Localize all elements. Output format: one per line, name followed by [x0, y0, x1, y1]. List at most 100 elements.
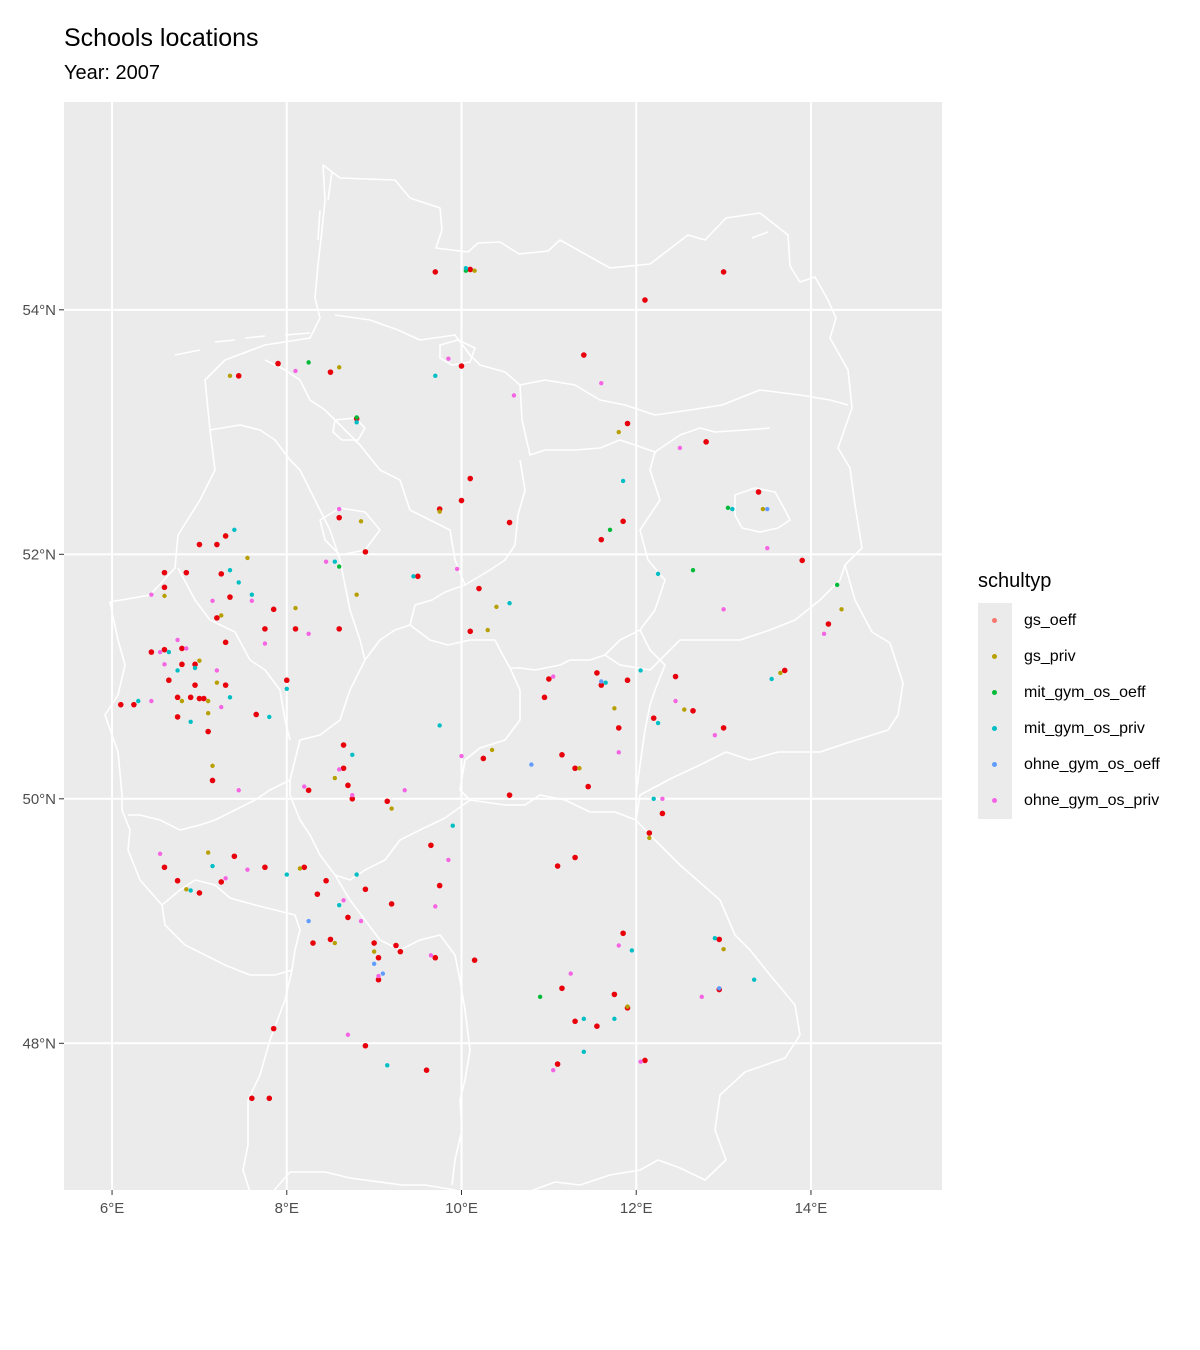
point-mit_gym_os_priv: [136, 698, 141, 704]
legend-key: [978, 783, 1012, 819]
point-gs_oeff: [572, 765, 578, 772]
point-gs_priv: [219, 613, 224, 618]
point-gs_oeff: [467, 628, 474, 635]
point-mit_gym_os_priv: [350, 752, 355, 757]
x-tick-label: 12°E: [620, 1200, 653, 1217]
point-gs_oeff: [283, 677, 290, 684]
point-gs_oeff: [192, 661, 198, 668]
point-gs_oeff: [161, 864, 168, 871]
point-ohne_gym_os_oeff: [717, 986, 722, 991]
point-mit_gym_os_priv: [192, 665, 198, 671]
point-gs_oeff: [266, 1095, 273, 1102]
point-gs_priv: [336, 365, 342, 370]
point-gs_oeff: [799, 557, 806, 564]
point-ohne_gym_os_priv: [721, 607, 726, 612]
point-mit_gym_os_priv: [232, 527, 237, 533]
point-ohne_gym_os_priv: [223, 876, 228, 881]
point-gs_priv: [612, 706, 617, 711]
point-mit_gym_os_priv: [769, 676, 774, 682]
legend-dot: [992, 618, 997, 623]
point-gs_oeff: [388, 901, 395, 907]
y-tick-label: 54°N: [22, 302, 56, 319]
point-gs_oeff: [336, 626, 342, 632]
point-mit_gym_os_priv: [210, 863, 215, 869]
legend-key: [978, 639, 1012, 675]
point-ohne_gym_os_priv: [210, 598, 215, 603]
point-gs_priv: [210, 763, 215, 769]
point-ohne_gym_os_priv: [157, 851, 163, 857]
point-ohne_gym_os_priv: [157, 649, 163, 655]
point-gs_oeff: [192, 682, 198, 688]
point-ohne_gym_os_oeff: [380, 971, 386, 976]
point-mit_gym_os_priv: [712, 935, 718, 941]
point-gs_oeff: [340, 742, 347, 748]
point-mit_gym_os_priv: [284, 686, 289, 691]
point-gs_oeff: [397, 948, 404, 955]
point-mit_gym_os_priv: [751, 977, 757, 982]
legend-label: ohne_gym_os_oeff: [1024, 756, 1160, 773]
axis-tick-labels: 6°E 8°E 10°E 12°E 14°E 48°N 50°N 52°N 54°N: [22, 302, 827, 1217]
point-gs_priv: [625, 1004, 630, 1009]
point-gs_oeff: [598, 682, 605, 688]
point-ohne_gym_os_priv: [765, 546, 770, 551]
point-mit_gym_os_priv: [332, 559, 338, 564]
y-tick-label: 52°N: [22, 546, 56, 563]
point-gs_priv: [358, 519, 364, 524]
map-plot: 6°E 8°E 10°E 12°E 14°E 48°N 50°N 52°N 54°N: [22, 102, 942, 1238]
point-gs_oeff: [301, 864, 308, 871]
point-mit_gym_os_priv: [385, 1063, 390, 1068]
point-ohne_gym_os_priv: [446, 356, 451, 361]
point-gs_priv: [245, 555, 250, 561]
point-ohne_gym_os_priv: [511, 393, 517, 398]
point-gs_oeff: [222, 533, 229, 539]
point-gs_priv: [682, 707, 687, 712]
state-border-5: [635, 629, 666, 796]
point-gs_priv: [297, 866, 303, 871]
point-ohne_gym_os_priv: [459, 753, 464, 759]
point-ohne_gym_os_priv: [236, 788, 241, 793]
point-mit_gym_os_priv: [655, 571, 661, 577]
point-gs_oeff: [554, 863, 561, 869]
point-gs_oeff: [598, 536, 605, 543]
point-mit_gym_os_priv: [507, 601, 512, 606]
point-mit_gym_os_oeff: [336, 564, 342, 569]
point-gs_priv: [371, 949, 377, 954]
point-gs_oeff: [415, 573, 421, 580]
point-gs_oeff: [196, 695, 203, 702]
hamburg-border: [439, 339, 476, 366]
point-mit_gym_os_priv: [175, 668, 180, 673]
state-border-12: [161, 879, 301, 971]
x-tick-label: 10°E: [445, 1200, 478, 1217]
point-gs_priv: [778, 670, 783, 676]
point-mit_gym_os_priv: [411, 574, 416, 579]
point-ohne_gym_os_priv: [262, 641, 268, 646]
point-gs_oeff: [196, 890, 203, 896]
point-ohne_gym_os_priv: [249, 598, 255, 603]
point-gs_priv: [332, 775, 338, 781]
legend-key: [978, 603, 1012, 639]
point-ohne_gym_os_priv: [350, 792, 355, 798]
point-mit_gym_os_oeff: [354, 415, 359, 420]
point-gs_oeff: [642, 297, 648, 303]
point-mit_gym_os_priv: [581, 1016, 587, 1022]
point-gs_oeff: [179, 645, 185, 652]
point-mit_gym_os_priv: [651, 796, 656, 802]
point-gs_oeff: [467, 475, 474, 482]
point-ohne_gym_os_priv: [336, 767, 342, 772]
point-ohne_gym_os_priv: [345, 1032, 351, 1037]
point-gs_oeff: [362, 886, 369, 893]
point-gs_priv: [332, 940, 338, 946]
point-ohne_gym_os_priv: [302, 784, 307, 789]
berlin-border: [734, 487, 791, 533]
point-gs_oeff: [209, 777, 216, 784]
state-border-13: [334, 874, 471, 1186]
point-mit_gym_os_priv: [166, 649, 172, 655]
point-gs_oeff: [187, 694, 194, 701]
germany-outline: [104, 164, 904, 1238]
state-border-2: [519, 379, 849, 416]
point-ohne_gym_os_priv: [376, 973, 381, 979]
point-gs_oeff: [458, 363, 465, 369]
state-border-9: [289, 624, 471, 881]
point-mit_gym_os_priv: [188, 888, 193, 893]
point-gs_oeff: [222, 639, 229, 646]
